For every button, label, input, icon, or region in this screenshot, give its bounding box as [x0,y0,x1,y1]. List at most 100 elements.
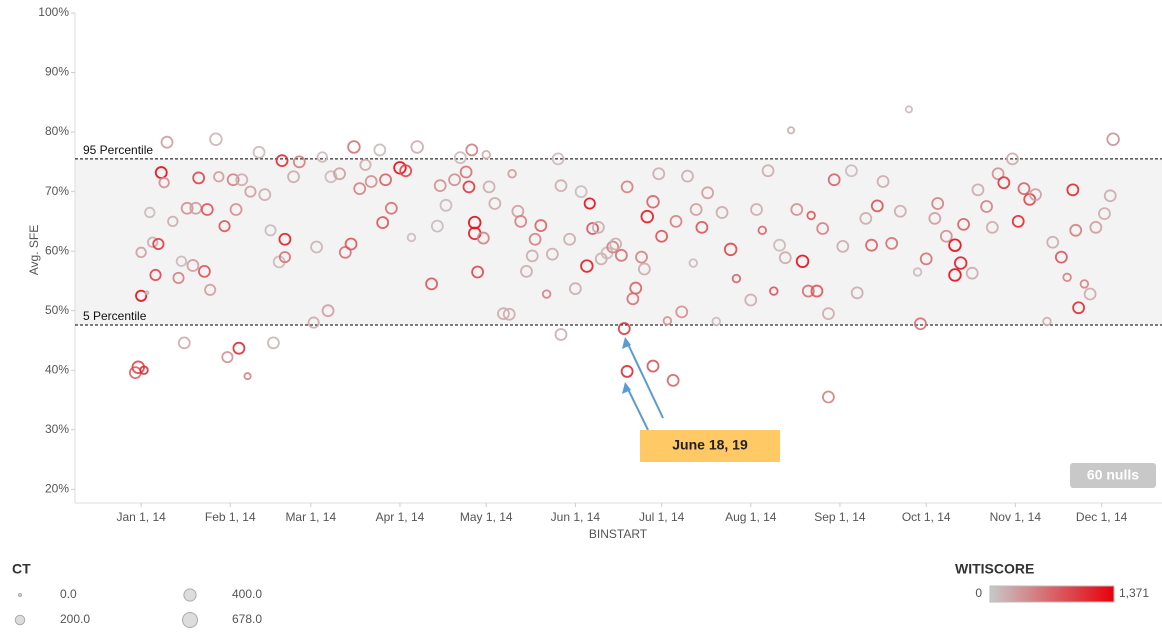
point [827,173,841,187]
point [675,305,689,319]
arrow-head [622,337,631,349]
point [476,231,490,245]
point [836,239,850,253]
nulls-badge-box [1070,463,1156,488]
point [723,242,738,257]
point [307,316,320,329]
point [373,143,387,157]
point [135,289,148,302]
point [347,140,361,154]
point [425,277,438,291]
point [790,203,804,216]
size-legend-label: 0.0 [60,587,77,601]
point [985,220,999,234]
point [583,197,596,210]
point [287,170,300,184]
point [640,209,654,224]
point [353,182,367,196]
point [689,203,703,216]
point [144,206,156,219]
x-tick-label: May 1, 14 [460,510,513,524]
point [310,240,323,254]
point [468,215,482,230]
point [822,390,835,404]
point [292,155,306,169]
point [177,336,191,350]
point [482,180,496,194]
y-tick-label: 70% [45,184,69,198]
point [554,328,568,341]
point [591,220,605,234]
point [226,173,240,187]
point [810,284,824,298]
point [534,219,548,232]
point [806,210,816,221]
point [439,198,453,212]
point [904,105,913,114]
color-legend-gradient [989,585,1115,603]
point [939,229,953,243]
point [235,173,249,187]
point [406,232,417,243]
point [209,132,223,146]
point [859,212,873,225]
point [1042,316,1052,327]
reference-label: 95 Percentile [83,143,153,157]
point [433,179,447,193]
arrow [626,386,649,431]
y-tick-label: 30% [45,422,69,436]
point [666,373,680,387]
point [757,225,767,236]
point [971,183,985,197]
color-legend-title: WITISCORE [955,561,1034,577]
point [1011,214,1025,228]
point [152,237,165,251]
annotation-text: June 18, 19 [672,437,748,453]
point [1006,152,1019,166]
point [545,247,559,261]
point [471,265,484,279]
point [1017,182,1031,196]
color-legend-max: 1,371 [1119,586,1149,600]
x-tick-label: Aug 1, 14 [725,510,777,524]
point [221,351,234,364]
point [870,199,884,213]
point [953,256,968,270]
x-tick-label: Jun 1, 14 [551,510,601,524]
point [430,219,444,233]
point [893,204,907,218]
point [568,282,582,296]
reference-band [75,158,1162,325]
point [376,216,390,229]
point [278,251,291,264]
point [158,177,170,189]
point [232,341,246,355]
point [688,258,698,268]
point [144,290,150,296]
point [652,167,666,181]
point [502,307,516,321]
x-tick-label: Dec 1, 14 [1076,510,1128,524]
point [991,167,1005,181]
point [1079,279,1090,289]
point [778,251,792,265]
nulls-badge[interactable]: 60 nulls [1087,467,1139,483]
point [948,268,962,282]
point [462,180,476,194]
point [252,145,266,159]
point [278,232,292,246]
point [637,262,651,276]
point [264,224,277,237]
point [393,161,407,175]
point [629,281,643,295]
point [497,307,510,321]
point [160,135,174,149]
point [865,238,878,252]
point [609,237,623,251]
point [948,238,962,252]
point [614,248,628,262]
x-tick-label: Sep 1, 14 [814,510,866,524]
y-tick-label: 80% [45,124,69,138]
size-legend-title: CT [12,561,31,577]
